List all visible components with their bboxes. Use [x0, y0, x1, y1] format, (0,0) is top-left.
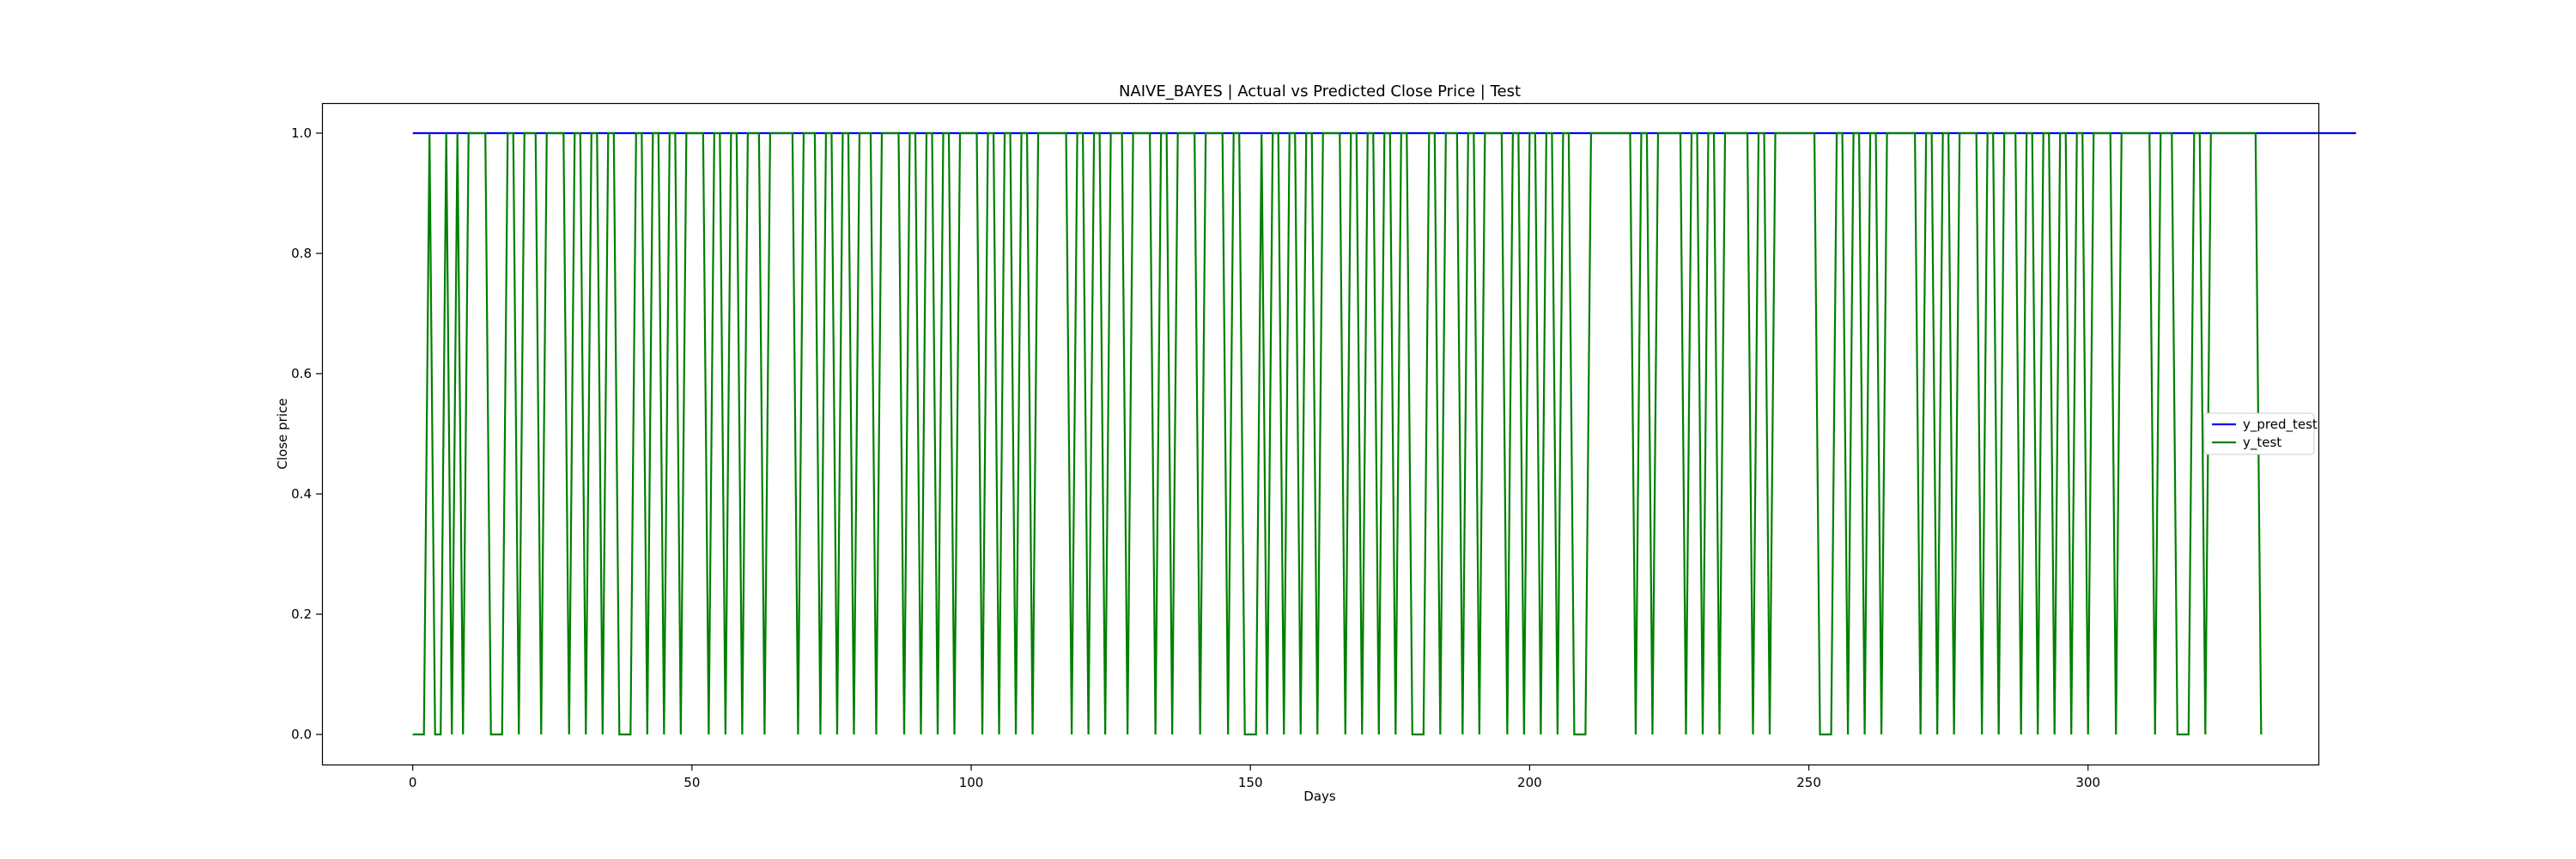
- x-axis-label: Days: [1303, 789, 1336, 804]
- x-tick-label: 100: [959, 775, 984, 790]
- x-tick-label: 50: [683, 775, 700, 790]
- x-axis: 0 50 100 150 200 250 300: [409, 765, 2100, 790]
- axes-frame: [321, 102, 2320, 766]
- x-tick-label: 150: [1238, 775, 1263, 790]
- y-tick-label: 0.0: [291, 727, 312, 742]
- y-tick-label: 0.4: [291, 486, 312, 502]
- legend-label: y_test: [2243, 435, 2281, 451]
- x-tick-label: 250: [1796, 775, 1821, 790]
- chart-title: NAIVE_BAYES | Actual vs Predicted Close …: [1119, 82, 1521, 101]
- y-axis: 0.0 0.2 0.4 0.6 0.8 1.0: [291, 125, 322, 742]
- legend: y_pred_test y_test: [2203, 412, 2318, 455]
- x-tick-label: 0: [409, 775, 417, 790]
- y-tick-label: 1.0: [291, 125, 312, 141]
- legend-label: y_pred_test: [2243, 417, 2318, 433]
- y-axis-label: Close price: [275, 399, 290, 470]
- x-tick-label: 200: [1517, 775, 1542, 790]
- y-tick-label: 0.8: [291, 246, 312, 261]
- y-tick-label: 0.2: [291, 606, 312, 622]
- series-line-y-test: [412, 131, 2263, 736]
- x-tick-label: 300: [2075, 775, 2100, 790]
- y-tick-label: 0.6: [291, 366, 312, 381]
- plot-area: [412, 131, 2356, 736]
